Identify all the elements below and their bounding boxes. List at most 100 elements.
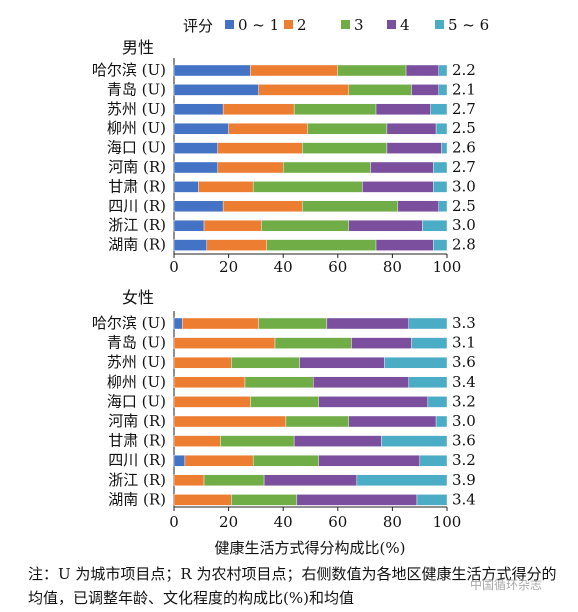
x-tick-label: 20 (219, 513, 238, 531)
mean-score-label: 2.5 (452, 197, 476, 215)
x-tick-label: 100 (433, 513, 462, 531)
bar-segment-0 (173, 142, 218, 154)
bar-segment-1 (203, 219, 262, 232)
bar-segment-2 (266, 239, 377, 251)
category-label: 柳州 (U) (107, 373, 166, 391)
mean-score-label: 3.6 (452, 432, 476, 450)
mean-score-label: 2.2 (452, 61, 476, 79)
bar-segment-0 (173, 84, 259, 96)
mean-score-label: 2.8 (452, 236, 476, 254)
mean-score-label: 2.6 (452, 139, 476, 157)
x-axis-title: 健康生活方式得分构成比(%) (215, 539, 406, 557)
category-label: 哈尔滨 (U) (92, 61, 166, 79)
category-label: 哈尔滨 (U) (92, 314, 166, 332)
bar-segment-1 (222, 200, 303, 213)
bar-segment-0 (173, 122, 229, 135)
bar-segment-3 (405, 64, 440, 77)
bar-segment-0 (173, 103, 224, 116)
bar-segment-0 (173, 239, 207, 251)
mean-score-label: 3.0 (452, 177, 476, 195)
bar-segment-3 (386, 122, 437, 135)
bar-segment-1 (173, 337, 276, 349)
male-panel-title: 男性 (122, 38, 154, 57)
bar-segment-3 (351, 337, 412, 349)
legend-label-0: 0 ~ 1 (238, 16, 279, 34)
bar-segment-3 (386, 142, 442, 154)
bar-segment-3 (293, 435, 382, 447)
bar-segment-4 (408, 317, 448, 330)
bar-segment-1 (228, 122, 308, 135)
bar-segment-4 (435, 122, 448, 135)
bar-segment-2 (274, 337, 352, 349)
bar-segment-1 (258, 84, 349, 96)
bar-segment-0 (173, 317, 183, 330)
legend-swatch-2 (341, 20, 350, 29)
legend-swatch-3 (387, 20, 396, 29)
bar-segment-4 (416, 494, 448, 506)
mean-score-label: 3.4 (452, 490, 476, 508)
bar-segment-1 (173, 474, 205, 486)
journal-watermark: 中国循环杂志 (470, 578, 543, 592)
bar-segment-2 (283, 161, 371, 174)
mean-score-label: 3.3 (452, 314, 476, 332)
female-chart-panel: 女性 0 20 40 60 80 100 哈尔滨 (U) 3.3 青岛 (U) 3.1 苏州 (U)… (92, 288, 476, 531)
figure-note: 注：U 为城市项目点；R 为农村项目点；右侧数值为各地区健康生活方式得分的均值，… (28, 565, 557, 607)
bar-segment-4 (435, 415, 448, 428)
bar-segment-3 (318, 396, 429, 408)
x-tick-label: 60 (328, 513, 347, 531)
bar-segment-2 (293, 103, 377, 116)
mean-score-label: 2.5 (452, 119, 476, 137)
bar-segment-1 (181, 317, 259, 330)
bar-segment-4 (433, 161, 448, 174)
category-label: 海口 (U) (107, 392, 166, 410)
bar-segment-2 (250, 396, 319, 408)
bar-segment-1 (250, 64, 339, 77)
bar-segment-1 (173, 357, 232, 369)
bar-segment-3 (296, 494, 418, 506)
bar-segment-1 (217, 142, 303, 154)
category-label: 青岛 (U) (107, 334, 166, 352)
x-tick-label: 40 (274, 513, 293, 531)
category-label: 浙江 (R) (108, 216, 166, 234)
bar-segment-1 (184, 455, 254, 467)
bar-segment-2 (348, 84, 412, 96)
bar-segment-4 (411, 337, 448, 349)
bar-segment-1 (173, 494, 232, 506)
mean-score-label: 3.6 (452, 353, 476, 371)
x-tick-label: 40 (274, 258, 293, 276)
mean-score-label: 3.4 (452, 373, 476, 391)
bar-segment-0 (173, 455, 186, 467)
bar-segment-3 (313, 376, 409, 388)
bar-segment-2 (307, 122, 388, 135)
bar-segment-1 (173, 415, 287, 428)
bar-segment-2 (244, 376, 314, 388)
x-tick-label: 0 (169, 513, 179, 531)
bar-segment-1 (217, 161, 284, 174)
mean-score-label: 3.0 (452, 412, 476, 430)
bar-segment-3 (348, 219, 423, 232)
bar-segment-4 (433, 239, 448, 251)
bar-segment-0 (173, 181, 199, 193)
bar-segment-0 (173, 64, 251, 77)
bar-segment-3 (318, 455, 420, 467)
bar-segment-4 (419, 455, 448, 467)
bar-segment-3 (348, 415, 437, 428)
mean-score-label: 3.1 (452, 334, 476, 352)
category-label: 浙江 (R) (108, 471, 166, 489)
legend-label-1: 2 (297, 16, 307, 34)
chart-legend: 评分 0 ~ 1 2 3 4 5 ~ 6 (183, 16, 489, 35)
category-label: 甘肃 (R) (108, 177, 166, 195)
bar-segment-2 (231, 357, 300, 369)
category-label: 柳州 (U) (107, 119, 166, 137)
bar-segment-2 (337, 64, 407, 77)
bar-segment-2 (252, 455, 319, 467)
bar-segment-1 (198, 181, 254, 193)
bar-segment-3 (397, 200, 440, 213)
bar-segment-2 (252, 181, 363, 193)
bar-segment-2 (258, 317, 328, 330)
bar-segment-2 (231, 494, 298, 506)
bar-segment-0 (173, 219, 205, 232)
legend-label-2: 3 (354, 16, 364, 34)
legend-label-3: 4 (400, 16, 410, 34)
mean-score-label: 2.7 (452, 100, 476, 118)
